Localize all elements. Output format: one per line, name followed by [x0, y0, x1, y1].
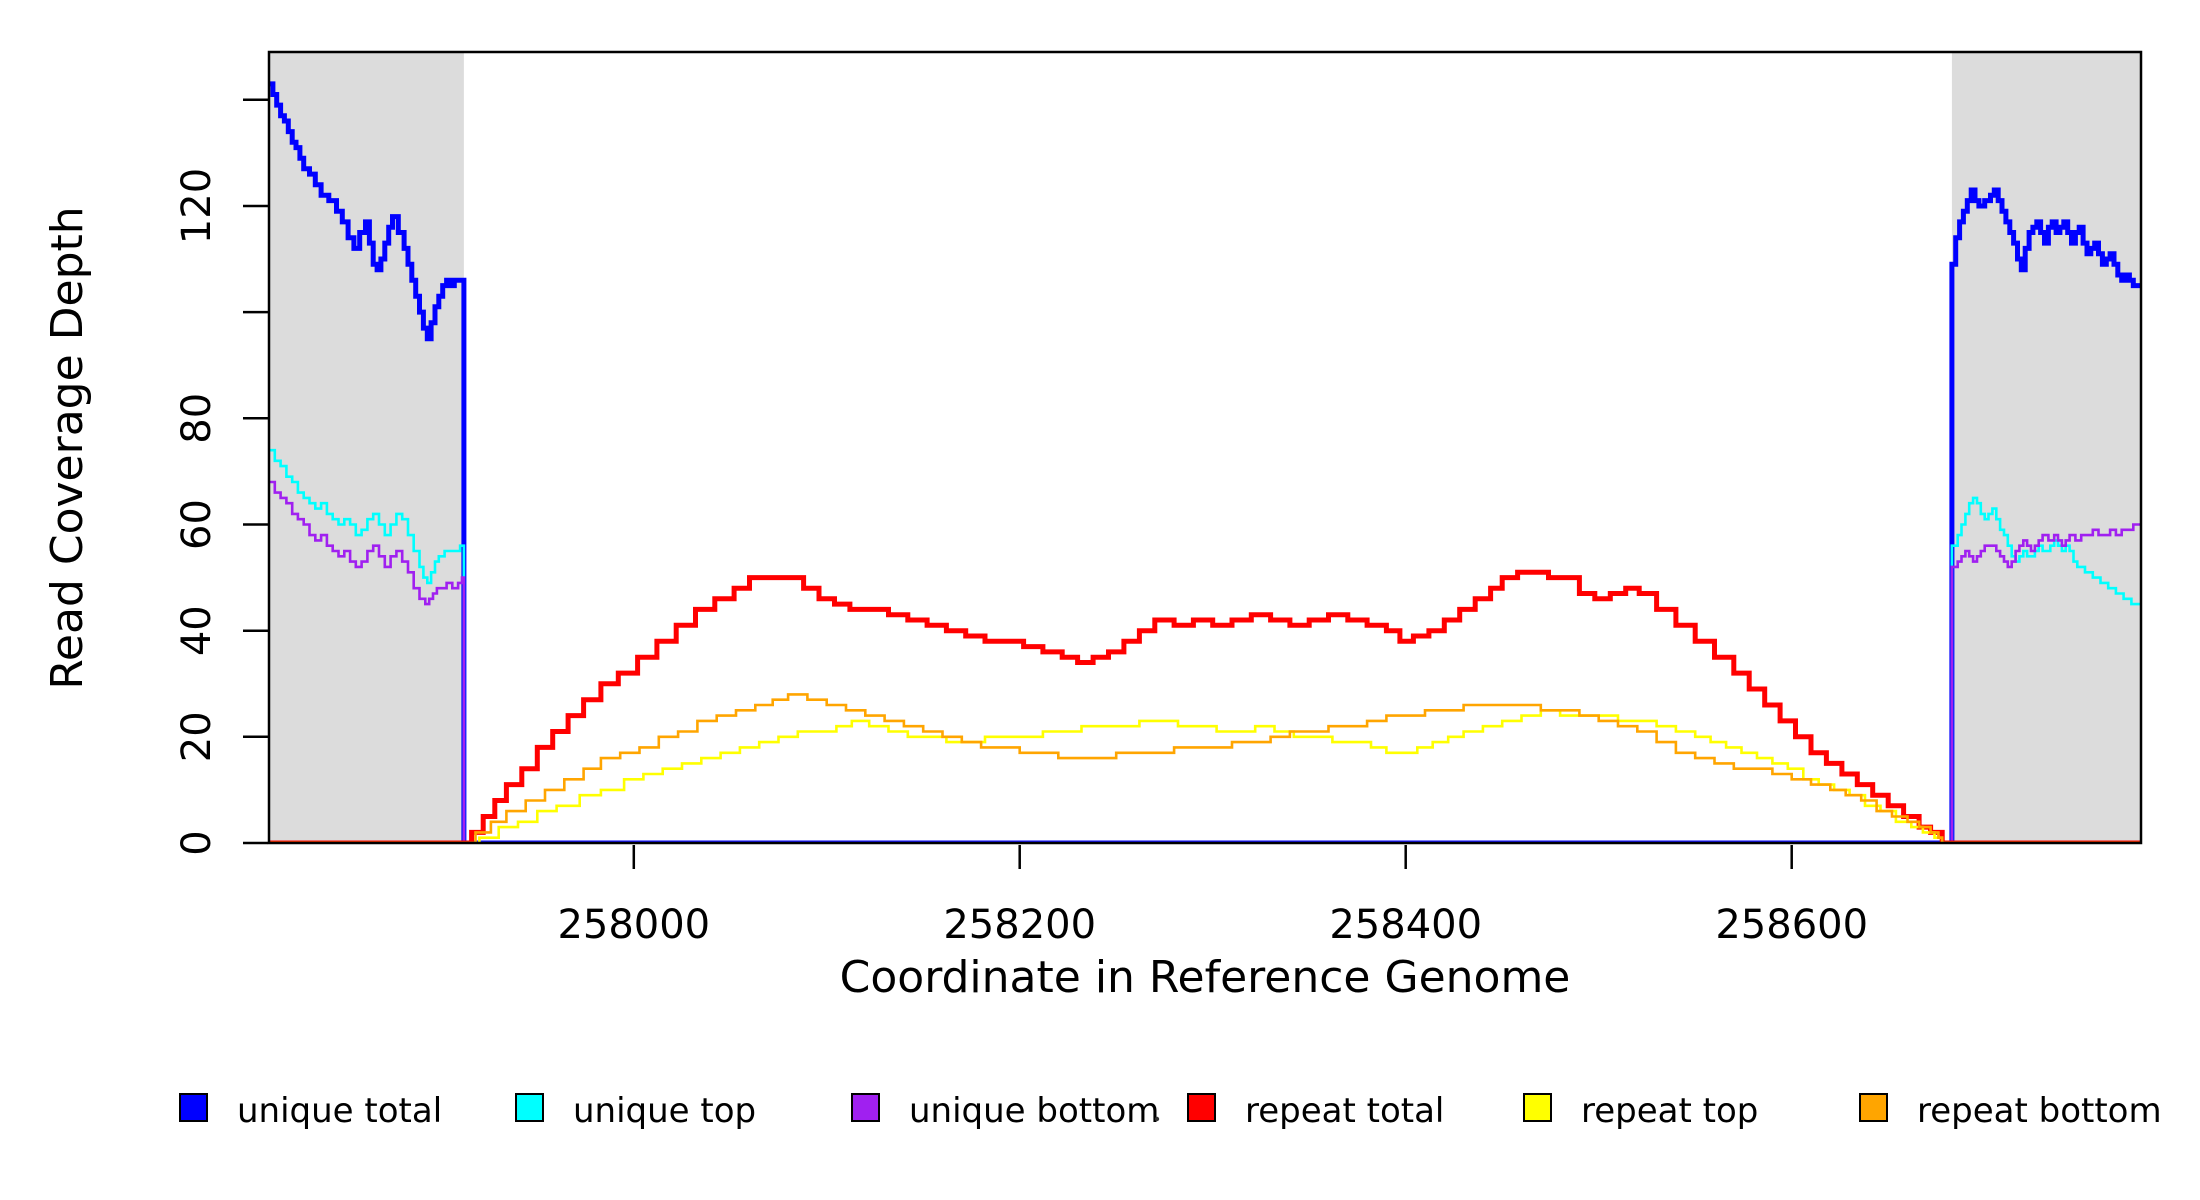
- plot-border: [267, 50, 2143, 845]
- legend-item: unique bottom: [851, 1091, 1159, 1131]
- shaded-region: [1951, 52, 2141, 843]
- legend-swatch-repeat-top: [1523, 1093, 1552, 1122]
- legend-item: repeat top: [1523, 1091, 1758, 1131]
- legend-label: unique top: [573, 1091, 756, 1131]
- x-tick-label: 258000: [557, 902, 710, 948]
- y-tick-label: 120: [174, 168, 220, 244]
- series-lines: [269, 81, 2141, 843]
- y-axis: 0 20 40 60 80 120: [174, 98, 268, 856]
- legend-artifact-dot: [1154, 1116, 1160, 1122]
- series-line-repeat-top: [269, 709, 2141, 843]
- y-axis-title: Read Coverage Depth: [42, 206, 93, 689]
- x-tick-label: 258600: [1715, 902, 1868, 948]
- x-tick-label: 258200: [943, 902, 1096, 948]
- legend-item: unique top: [515, 1091, 756, 1131]
- legend-swatch-unique-bottom: [851, 1093, 880, 1122]
- series-line-unique-total: [269, 81, 2141, 843]
- legend-label: repeat total: [1245, 1091, 1444, 1131]
- legend: unique total unique top unique bottom repea…: [179, 1091, 2162, 1131]
- legend-item: repeat bottom: [1859, 1091, 2162, 1131]
- series-line-repeat-total: [269, 569, 2141, 843]
- legend-swatch-repeat-total: [1187, 1093, 1216, 1122]
- legend-label: repeat top: [1581, 1091, 1758, 1131]
- legend-item: repeat total: [1187, 1091, 1444, 1131]
- legend-label: repeat bottom: [1917, 1091, 2162, 1131]
- x-axis-title: Coordinate in Reference Genome: [840, 952, 1571, 1003]
- y-tick-label: 0: [174, 830, 220, 855]
- legend-label: unique bottom: [909, 1091, 1159, 1131]
- legend-swatch-unique-top: [515, 1093, 544, 1122]
- y-tick-label: 40: [174, 605, 220, 656]
- y-tick-label: 20: [174, 711, 220, 762]
- series-line-repeat-bottom: [269, 693, 2141, 843]
- shaded-regions: [269, 52, 2141, 843]
- legend-swatch-unique-total: [179, 1093, 208, 1122]
- x-axis: 258000 258200 258400 258600: [557, 845, 1868, 948]
- legend-swatch-repeat-bottom: [1859, 1093, 1888, 1122]
- legend-label: unique total: [237, 1091, 442, 1131]
- y-tick-label: 80: [174, 393, 220, 444]
- y-tick-label: 60: [174, 499, 220, 550]
- x-tick-label: 258400: [1329, 902, 1482, 948]
- series-line-unique-top: [269, 448, 2141, 843]
- shaded-region: [269, 52, 464, 843]
- legend-item: unique total: [179, 1091, 442, 1131]
- series-line-unique-bottom: [269, 480, 2141, 843]
